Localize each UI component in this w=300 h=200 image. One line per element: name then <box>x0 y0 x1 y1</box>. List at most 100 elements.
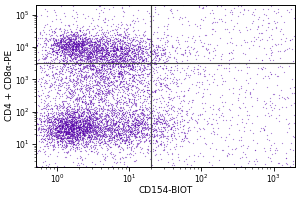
Point <box>98 56 103 60</box>
Point <box>82 41 87 44</box>
Point <box>134 117 138 121</box>
Point <box>188 53 193 56</box>
Point <box>284 117 288 121</box>
Point <box>71 133 76 136</box>
Point <box>95 40 100 44</box>
Point <box>91 71 96 74</box>
Point <box>75 53 80 56</box>
Point <box>162 122 167 125</box>
Point <box>60 63 65 66</box>
Point <box>74 47 79 50</box>
Point <box>73 10 78 13</box>
Point <box>63 130 68 134</box>
Point <box>92 110 97 113</box>
Point <box>272 20 277 23</box>
Point <box>77 123 82 126</box>
Point <box>115 62 120 65</box>
Point <box>109 126 114 129</box>
Point <box>74 136 79 139</box>
Point <box>48 121 53 124</box>
Point <box>245 118 250 121</box>
Point <box>140 105 144 108</box>
Point <box>115 45 120 49</box>
Point <box>73 146 77 149</box>
Point <box>119 60 124 63</box>
Point <box>71 90 76 94</box>
Point <box>103 74 108 77</box>
Point <box>98 97 102 100</box>
Point <box>80 137 85 140</box>
Point <box>82 94 87 97</box>
Point <box>115 131 120 134</box>
Point <box>148 52 153 56</box>
Point <box>150 109 154 113</box>
Point <box>147 14 152 17</box>
Point <box>115 59 119 62</box>
Point <box>148 37 153 40</box>
Point <box>100 139 104 142</box>
Point <box>99 56 103 59</box>
Point <box>144 117 149 120</box>
Point <box>64 47 68 50</box>
Point <box>93 41 98 44</box>
Point <box>162 121 167 125</box>
Point <box>114 104 119 107</box>
Point <box>56 106 61 110</box>
Point <box>107 61 112 64</box>
Point <box>80 40 85 43</box>
Point <box>73 127 78 130</box>
Point <box>113 132 118 136</box>
Point <box>71 132 76 135</box>
Point <box>74 125 79 129</box>
Point <box>100 55 104 58</box>
Point <box>78 49 83 53</box>
Point <box>40 108 45 111</box>
Point <box>130 50 135 53</box>
Point <box>68 114 73 117</box>
Point <box>144 57 149 61</box>
Point <box>112 53 117 57</box>
Point <box>51 147 56 150</box>
Point <box>69 125 74 128</box>
Point <box>113 46 118 49</box>
Point <box>93 48 98 51</box>
Point <box>140 126 145 129</box>
Point <box>40 113 45 117</box>
Point <box>91 54 95 57</box>
Point <box>111 154 116 157</box>
Point <box>166 153 171 156</box>
Point <box>66 45 70 48</box>
Point <box>129 116 134 119</box>
Point <box>80 38 85 41</box>
Point <box>106 139 111 143</box>
Point <box>49 132 54 135</box>
Point <box>143 107 148 110</box>
Point <box>44 133 49 136</box>
Point <box>187 108 191 111</box>
Point <box>84 55 89 58</box>
Point <box>69 125 74 128</box>
Point <box>135 139 140 142</box>
Point <box>92 37 97 40</box>
Point <box>113 80 118 83</box>
Point <box>125 140 130 143</box>
Point <box>219 17 224 20</box>
Point <box>116 125 121 128</box>
Point <box>89 134 94 138</box>
Point <box>87 102 92 105</box>
Point <box>108 136 112 139</box>
Point <box>286 46 291 50</box>
Point <box>110 124 114 127</box>
Point <box>59 48 64 51</box>
Point <box>149 130 154 133</box>
Point <box>128 126 132 129</box>
Point <box>72 32 77 35</box>
Point <box>124 53 129 56</box>
Point <box>154 123 159 126</box>
Point <box>68 105 72 108</box>
Point <box>97 37 101 40</box>
Point <box>83 125 88 128</box>
Point <box>104 50 109 53</box>
Point <box>106 43 111 46</box>
Point <box>42 128 47 131</box>
